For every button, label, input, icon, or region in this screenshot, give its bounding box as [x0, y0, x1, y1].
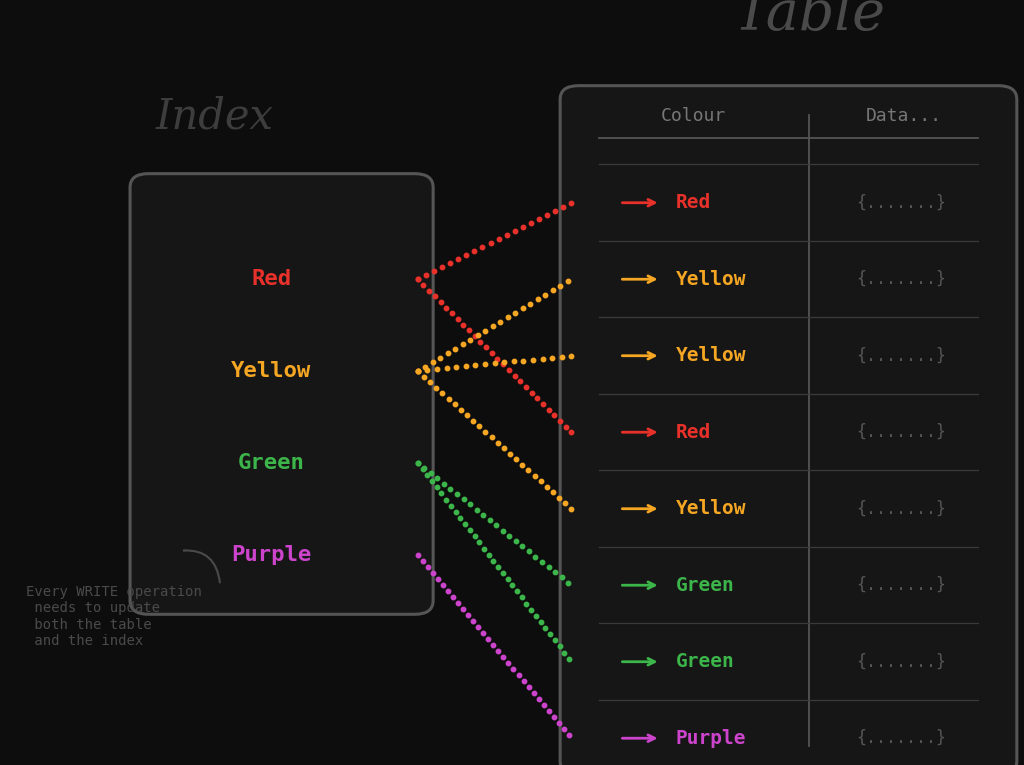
- Text: Every WRITE operation
 needs to update
 both the table
 and the index: Every WRITE operation needs to update bo…: [26, 585, 202, 648]
- Text: Green: Green: [238, 453, 305, 473]
- Text: {.......}: {.......}: [856, 347, 946, 365]
- Text: Purple: Purple: [231, 545, 311, 565]
- Text: Yellow: Yellow: [231, 361, 311, 381]
- Text: {.......}: {.......}: [856, 653, 946, 671]
- Text: Yellow: Yellow: [676, 347, 746, 365]
- Text: Purple: Purple: [676, 729, 746, 747]
- FancyBboxPatch shape: [560, 86, 1017, 765]
- Text: Yellow: Yellow: [676, 500, 746, 518]
- Text: Yellow: Yellow: [676, 270, 746, 288]
- Text: Green: Green: [676, 653, 734, 671]
- Text: Red: Red: [676, 194, 711, 212]
- Text: {.......}: {.......}: [856, 576, 946, 594]
- Text: Table: Table: [733, 0, 885, 42]
- Text: Green: Green: [676, 576, 734, 594]
- Text: Red: Red: [251, 269, 292, 289]
- Text: {.......}: {.......}: [856, 729, 946, 747]
- FancyArrowPatch shape: [184, 551, 220, 582]
- Text: Data...: Data...: [865, 107, 942, 125]
- Text: Red: Red: [676, 423, 711, 441]
- FancyBboxPatch shape: [130, 174, 433, 614]
- Text: Colour: Colour: [662, 107, 726, 125]
- Text: Index: Index: [156, 96, 274, 138]
- Text: {.......}: {.......}: [856, 194, 946, 212]
- Text: {.......}: {.......}: [856, 270, 946, 288]
- Text: {.......}: {.......}: [856, 500, 946, 518]
- Text: {.......}: {.......}: [856, 423, 946, 441]
